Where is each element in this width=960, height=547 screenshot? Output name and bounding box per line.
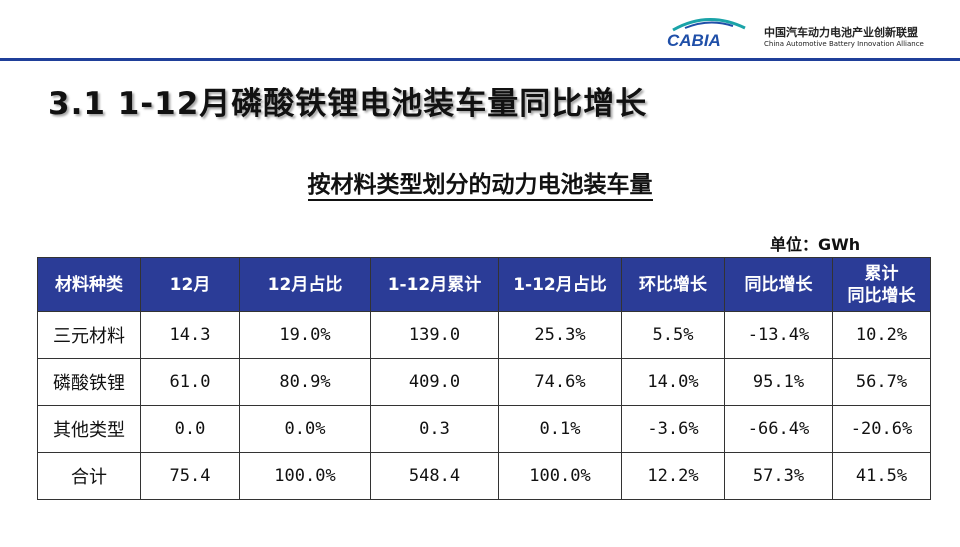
col-header-ytd-yoy: 累计 同比增长: [832, 257, 931, 312]
cell: 12.2%: [621, 452, 725, 500]
cell: 80.9%: [239, 358, 371, 406]
cell-material: 合计: [37, 452, 141, 500]
org-name-en: China Automotive Battery Innovation Alli…: [764, 40, 924, 48]
cell: 0.0%: [239, 405, 371, 453]
cell: 19.0%: [239, 311, 371, 359]
cell: 100.0%: [498, 452, 622, 500]
cell: 57.3%: [724, 452, 833, 500]
header-divider: [0, 58, 960, 61]
cell: 74.6%: [498, 358, 622, 406]
logo-wordmark: CABIA: [667, 31, 721, 50]
slide-title: 3.1 1-12月磷酸铁锂电池装车量同比增长: [48, 86, 648, 122]
cell: 139.0: [370, 311, 499, 359]
cell: 100.0%: [239, 452, 371, 500]
cabia-logo: CABIA 中国汽车动力电池产业创新联盟 China Automotive Ba…: [663, 14, 953, 50]
cell: 0.3: [370, 405, 499, 453]
cell: 0.1%: [498, 405, 622, 453]
table-title-wrap: 按材料类型划分的动力电池装车量: [0, 165, 960, 201]
cell: 95.1%: [724, 358, 833, 406]
col-header-ytd-yoy-line2: 同比增长: [847, 285, 916, 306]
cell: 409.0: [370, 358, 499, 406]
cell: 41.5%: [832, 452, 931, 500]
col-header-dec: 12月: [140, 257, 240, 312]
cell: 14.3: [140, 311, 240, 359]
cell: 5.5%: [621, 311, 725, 359]
cell: 10.2%: [832, 311, 931, 359]
cell: 14.0%: [621, 358, 725, 406]
cell: 548.4: [370, 452, 499, 500]
cell-material: 其他类型: [37, 405, 141, 453]
col-header-mom: 环比增长: [621, 257, 725, 312]
table-row: 其他类型 0.0 0.0% 0.3 0.1% -3.6% -66.4% -20.…: [37, 405, 931, 453]
cell: -66.4%: [724, 405, 833, 453]
col-header-ytd-share: 1-12月占比: [498, 257, 622, 312]
cell: -20.6%: [832, 405, 931, 453]
table-row: 磷酸铁锂 61.0 80.9% 409.0 74.6% 14.0% 95.1% …: [37, 358, 931, 406]
cell: 75.4: [140, 452, 240, 500]
col-header-yoy: 同比增长: [724, 257, 833, 312]
cabia-logo-icon: CABIA: [667, 18, 746, 50]
unit-label: 单位：GWh: [770, 235, 861, 254]
org-name-cn: 中国汽车动力电池产业创新联盟: [764, 26, 918, 39]
table-header-row: 材料种类 12月 12月占比 1-12月累计 1-12月占比 环比增长 同比增长…: [37, 257, 931, 312]
table-row: 三元材料 14.3 19.0% 139.0 25.3% 5.5% -13.4% …: [37, 311, 931, 359]
cell-material: 三元材料: [37, 311, 141, 359]
header-bar: [0, 0, 960, 60]
table-row-total: 合计 75.4 100.0% 548.4 100.0% 12.2% 57.3% …: [37, 452, 931, 500]
col-header-ytd-yoy-line1: 累计: [864, 263, 899, 284]
cell: 56.7%: [832, 358, 931, 406]
cell-material: 磷酸铁锂: [37, 358, 141, 406]
col-header-material: 材料种类: [37, 257, 141, 312]
cell: 25.3%: [498, 311, 622, 359]
col-header-ytd: 1-12月累计: [370, 257, 499, 312]
col-header-dec-share: 12月占比: [239, 257, 371, 312]
cell: -13.4%: [724, 311, 833, 359]
cell: 0.0: [140, 405, 240, 453]
battery-volume-table: 材料种类 12月 12月占比 1-12月累计 1-12月占比 环比增长 同比增长…: [37, 257, 931, 500]
table-title: 按材料类型划分的动力电池装车量: [307, 172, 653, 201]
cell: -3.6%: [621, 405, 725, 453]
cell: 61.0: [140, 358, 240, 406]
